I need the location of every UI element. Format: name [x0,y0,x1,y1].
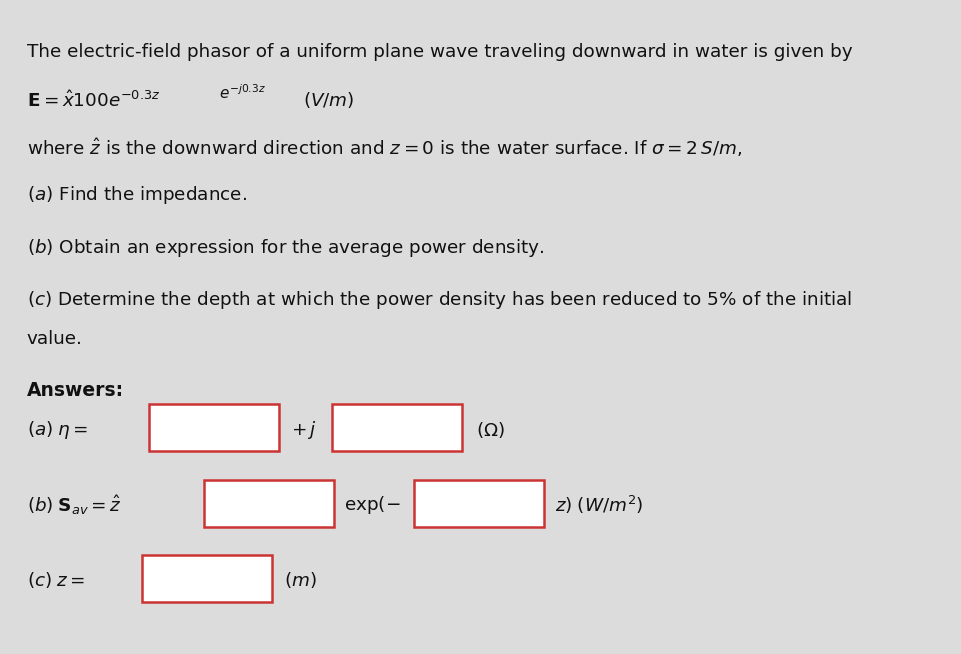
Text: where $\hat{z}$ is the downward direction and $z=0$ is the water surface. If $\s: where $\hat{z}$ is the downward directio… [27,136,741,159]
Text: $(m)$: $(m)$ [283,570,316,590]
Text: $(b)$ Obtain an expression for the average power density.: $(b)$ Obtain an expression for the avera… [27,237,544,259]
Text: $+\,j$: $+\,j$ [290,419,315,441]
Text: $(c)$ Determine the depth at which the power density has been reduced to $5\%$ o: $(c)$ Determine the depth at which the p… [27,289,851,311]
Text: $(c)\;z=$: $(c)\;z=$ [27,570,85,590]
Text: $\mathrm{exp}(-$: $\mathrm{exp}(-$ [344,494,401,516]
Text: $z)\;(W/m^2)$: $z)\;(W/m^2)$ [554,494,643,516]
Text: $(b)\;\mathbf{S}_{av}=\hat{z}$: $(b)\;\mathbf{S}_{av}=\hat{z}$ [27,493,122,517]
Text: value.: value. [27,330,83,349]
Text: $(\Omega)$: $(\Omega)$ [476,420,505,439]
Text: $\mathbf{E}=\hat{x}100e^{-0.3z}$: $\mathbf{E}=\hat{x}100e^{-0.3z}$ [27,90,160,111]
FancyBboxPatch shape [413,480,543,527]
FancyBboxPatch shape [204,480,333,527]
Text: $e^{-j0.3z}$: $e^{-j0.3z}$ [219,84,266,103]
FancyBboxPatch shape [332,404,461,451]
Text: $(V/m)$: $(V/m)$ [303,90,354,111]
Text: $(a)$ Find the impedance.: $(a)$ Find the impedance. [27,184,247,207]
Text: Answers:: Answers: [27,381,124,400]
Text: The electric-field phasor of a uniform plane wave traveling downward in water is: The electric-field phasor of a uniform p… [27,43,851,61]
Text: $(a)\;\eta=$: $(a)\;\eta=$ [27,419,88,441]
FancyBboxPatch shape [149,404,279,451]
FancyBboxPatch shape [142,555,272,602]
